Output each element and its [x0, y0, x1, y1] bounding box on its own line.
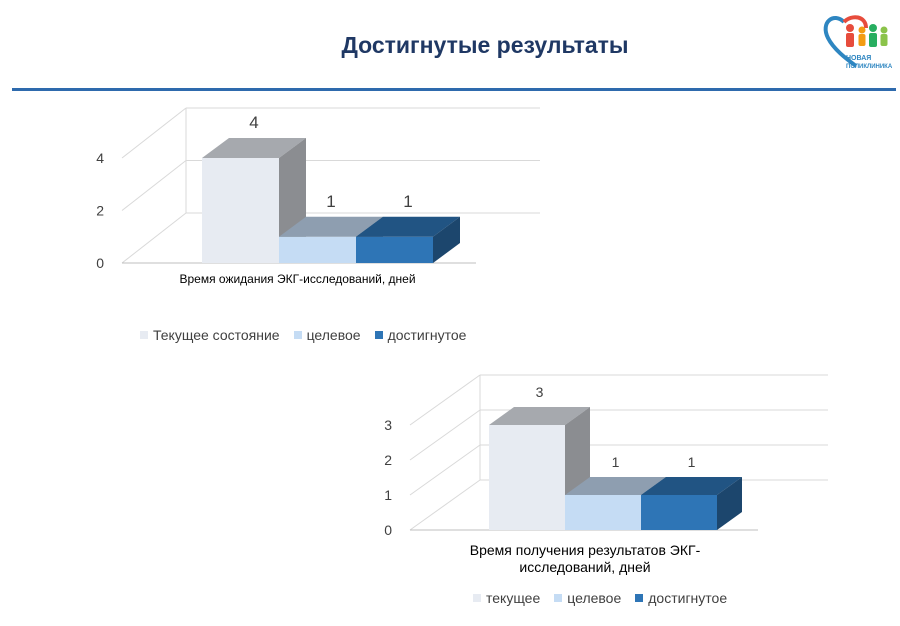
gridline-side	[409, 479, 481, 531]
chart2-category-label: Время получения результатов ЭКГ-исследов…	[469, 542, 701, 575]
data-label: 3	[536, 384, 544, 400]
bar-top	[202, 138, 306, 158]
logo-text-line2: ПОЛИКЛИНИКА	[846, 64, 893, 70]
data-label: 1	[612, 454, 620, 470]
legend-swatch	[140, 331, 148, 339]
data-label: 4	[249, 113, 258, 132]
logo-icon: НОВАЯ ПОЛИКЛИНИКА	[823, 15, 893, 70]
legend-swatch	[635, 594, 644, 602]
bar-side	[433, 216, 460, 263]
bar-top	[489, 407, 590, 425]
bar-front	[202, 158, 279, 263]
legend-item-achieved: достигнутое	[374, 327, 467, 343]
bar-top	[356, 216, 460, 237]
legend-label: целевое	[567, 590, 622, 606]
header-divider	[12, 88, 896, 91]
data-label: 1	[688, 454, 696, 470]
bar-front	[356, 236, 433, 263]
chart2-legend: текущее целевое достигнутое	[473, 590, 741, 606]
y-tick-label: 1	[384, 487, 392, 503]
legend-item-current: текущее	[473, 590, 540, 606]
legend-label: Текущее состояние	[153, 327, 280, 343]
legend-swatch	[374, 331, 383, 339]
y-tick-label: 0	[384, 522, 392, 538]
legend-item-target: целевое	[554, 590, 621, 606]
data-label: 1	[326, 192, 335, 211]
legend-swatch	[554, 594, 563, 602]
gridline-side	[121, 107, 187, 159]
legend-item-target: целевое	[293, 327, 361, 343]
bar-front	[279, 236, 356, 263]
legend-label: текущее	[486, 590, 541, 606]
legend-label: достигнутое	[648, 590, 728, 606]
gridline-side	[409, 374, 481, 426]
chart1-category-label: Время ожидания ЭКГ-исследований, дней	[179, 272, 416, 286]
gridline-side	[409, 409, 481, 461]
y-tick-label: 4	[96, 150, 104, 166]
legend-label: целевое	[306, 327, 361, 343]
data-label: 1	[403, 192, 412, 211]
bar-top	[641, 477, 742, 495]
bar-front	[641, 495, 717, 530]
logo-text-line1: НОВАЯ	[846, 55, 871, 62]
y-tick-label: 2	[384, 452, 392, 468]
legend-label: достигнутое	[387, 327, 467, 343]
bar-front	[489, 425, 565, 530]
legend-item-achieved: достигнутое	[635, 590, 727, 606]
y-tick-label: 0	[96, 255, 104, 271]
bar-top	[565, 477, 666, 495]
legend-swatch	[473, 594, 481, 602]
bar-front	[565, 495, 641, 530]
y-tick-label: 2	[96, 203, 104, 219]
y-tick-label: 3	[384, 417, 392, 433]
bar-top	[279, 216, 383, 237]
chart1-legend: Текущее состояние целевое достигнутое	[140, 327, 480, 343]
gridline-side	[121, 160, 187, 211]
bar-side	[717, 477, 742, 530]
legend-swatch	[293, 331, 302, 339]
legend-item-current: Текущее состояние	[140, 327, 280, 343]
gridline-side	[409, 444, 481, 496]
gridline-side	[121, 212, 187, 264]
page-title: Достигнутые результаты	[341, 32, 629, 58]
